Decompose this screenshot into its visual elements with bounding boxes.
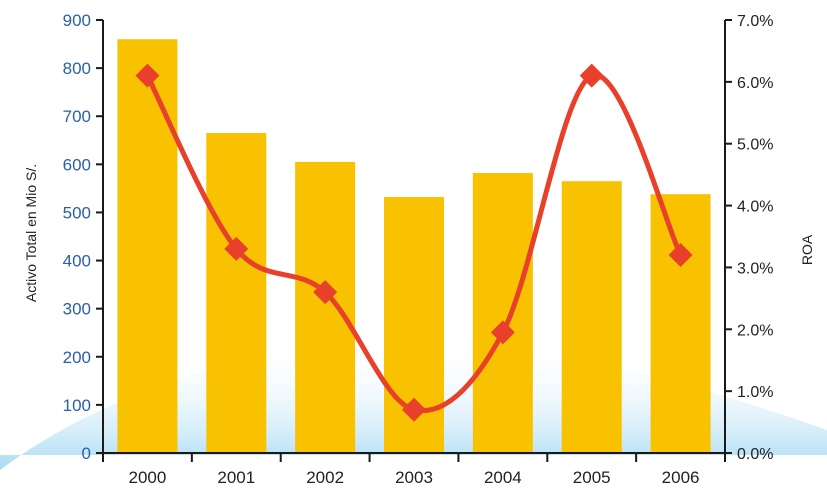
y-tick-label: 400 <box>63 252 91 271</box>
roa-line-layer <box>135 63 693 422</box>
roa-point <box>313 280 338 305</box>
axes-layer: 0 100 200 300 400 500 600 700 800 900 0.0% 1.0% 2.0%… <box>63 11 774 487</box>
y2-tick-label: 0.0% <box>737 446 773 463</box>
y-tick-label: 600 <box>63 155 91 174</box>
x-tick-label: 2000 <box>129 468 167 487</box>
y2-tick-label: 4.0% <box>737 199 773 216</box>
x-tick-label: 2002 <box>306 468 344 487</box>
y2-tick-label: 2.0% <box>737 322 773 339</box>
y-tick-label: 800 <box>63 59 91 78</box>
y-tick-label: 700 <box>63 107 91 126</box>
roa-point <box>668 243 693 268</box>
bar <box>561 181 622 453</box>
roa-point <box>579 63 604 88</box>
roa-point <box>402 397 426 422</box>
y2-axis-label: ROA <box>799 234 815 265</box>
roa-point <box>224 236 249 261</box>
y2-tick-label: 6.0% <box>737 75 773 92</box>
y-tick-label: 500 <box>63 203 91 222</box>
y-axis-label: Activo Total en Mio S/. <box>23 164 39 302</box>
bar <box>295 161 356 453</box>
y-tick-label: 300 <box>63 300 91 319</box>
y2-tick-label: 3.0% <box>737 260 773 277</box>
y-tick-label: 0 <box>82 444 91 463</box>
bar <box>206 133 267 454</box>
x-tick-label: 2006 <box>662 468 700 487</box>
roa-point <box>490 320 515 345</box>
y-tick-label: 900 <box>63 11 91 30</box>
x-tick-label: 2003 <box>395 468 433 487</box>
y2-tick-label: 1.0% <box>737 384 773 401</box>
y2-tick-label: 5.0% <box>737 137 773 154</box>
x-tick-label: 2001 <box>217 468 255 487</box>
x-tick-label: 2004 <box>484 468 522 487</box>
y-tick-label: 200 <box>63 348 91 367</box>
bar <box>117 39 178 453</box>
roa-point <box>135 63 160 88</box>
bar <box>472 172 533 453</box>
x-tick-label: 2005 <box>573 468 611 487</box>
bar <box>650 194 711 453</box>
y-tick-label: 100 <box>63 396 91 415</box>
y2-tick-label: 7.0% <box>737 13 773 30</box>
